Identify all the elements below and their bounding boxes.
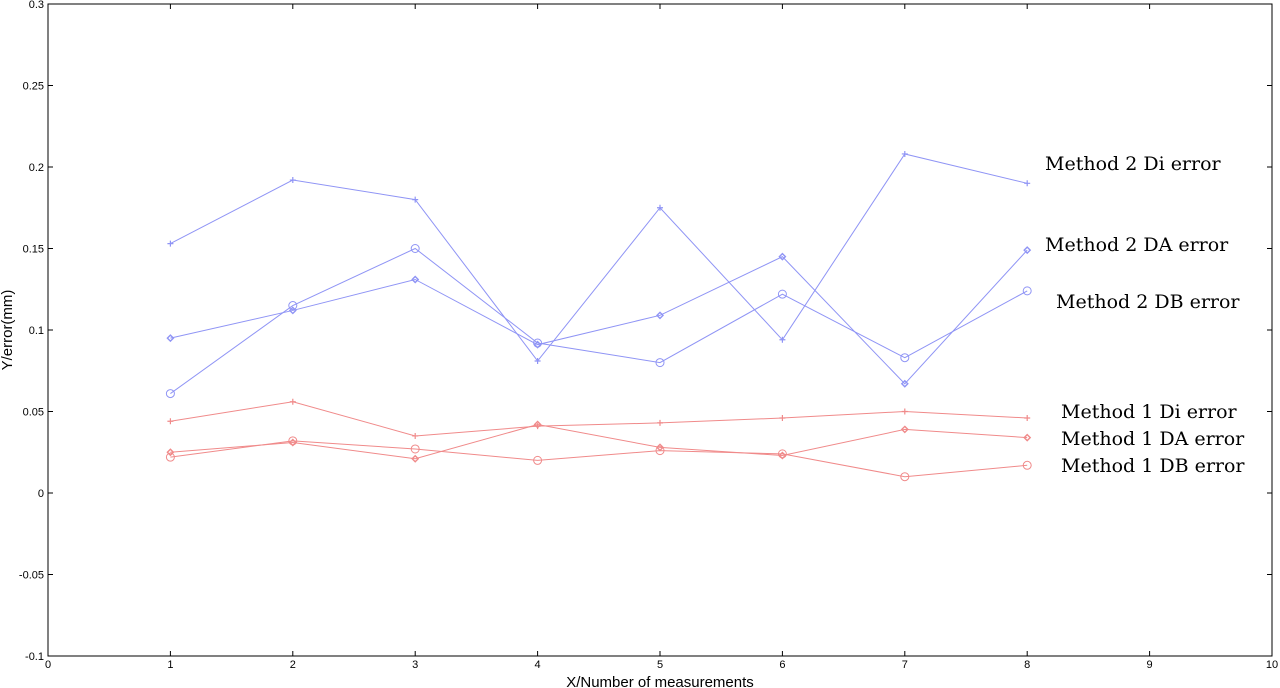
data-point <box>777 449 787 459</box>
data-point <box>1024 180 1031 187</box>
series-annotation: Method 2 DA error <box>1045 234 1229 256</box>
y-tick-label: 0.2 <box>29 162 44 174</box>
data-point <box>166 448 175 457</box>
plot-frame <box>47 3 1273 657</box>
data-point <box>412 196 419 203</box>
series-line <box>170 247 1028 394</box>
data-point <box>167 240 174 247</box>
annotations: Method 2 Di error Method 2 DA error Method… <box>1045 153 1245 477</box>
data-point <box>289 398 296 405</box>
x-tick-label: 1 <box>167 659 173 671</box>
series-line <box>170 401 1028 437</box>
data-point <box>411 275 420 284</box>
data-point <box>412 432 419 439</box>
y-tick-label: -0.05 <box>19 570 44 582</box>
series-6 <box>165 436 1032 482</box>
data-point <box>901 150 908 157</box>
data-point <box>1022 460 1032 470</box>
x-tick-label: 10 <box>1266 659 1278 671</box>
y-tick-label: 0 <box>38 488 44 500</box>
y-tick-label: 0.15 <box>23 244 44 256</box>
series-line <box>170 153 1028 362</box>
x-tick-label: 0 <box>45 659 51 671</box>
x-axis-title: X/Number of measurements <box>566 674 754 688</box>
data-point <box>656 311 664 320</box>
data-point <box>1023 246 1032 255</box>
data-point <box>410 244 420 253</box>
x-tick-label: 6 <box>779 659 785 671</box>
series-line <box>170 440 1028 478</box>
series-line <box>170 249 1028 385</box>
data-point <box>900 353 910 363</box>
data-point <box>288 301 298 311</box>
x-tick-label: 4 <box>535 659 541 671</box>
x-tick-label: 2 <box>290 659 296 671</box>
data-point <box>1024 415 1031 422</box>
data-point <box>900 472 910 482</box>
data-point <box>657 204 663 211</box>
y-tick-label: -0.1 <box>25 651 44 663</box>
data-point <box>900 425 909 434</box>
data-point <box>533 338 543 348</box>
series-annotation: Method 1 Di error <box>1061 401 1238 423</box>
y-axis-title: Y/error(mm) <box>0 290 16 371</box>
series-line <box>170 424 1028 460</box>
data-point <box>534 357 541 364</box>
data-point <box>166 334 175 343</box>
x-tick-label: 3 <box>412 659 418 671</box>
series-annotation: Method 2 Di error <box>1045 153 1222 175</box>
plot-series <box>165 150 1032 482</box>
series-1 <box>167 150 1031 364</box>
x-tick-label: 7 <box>902 659 908 671</box>
y-tick-label: 0.3 <box>29 0 44 11</box>
x-tick-label: 5 <box>657 659 663 671</box>
y-tick-label: 0.05 <box>23 407 44 419</box>
data-point <box>288 436 298 446</box>
series-2 <box>166 246 1032 388</box>
x-tick-label: 9 <box>1147 659 1153 671</box>
series-4 <box>167 398 1031 439</box>
data-point <box>657 419 663 426</box>
axes: 0 1 2 3 4 5 6 7 8 9 10 -0.1 -0.05 0 0.05 0.1 0.15 0.2 0.25… <box>19 0 1278 671</box>
data-point <box>655 446 665 456</box>
data-point <box>1023 433 1032 442</box>
data-point <box>165 389 175 399</box>
data-point <box>778 252 787 261</box>
data-point <box>411 454 420 463</box>
data-point <box>165 452 175 462</box>
data-point <box>289 177 296 184</box>
data-point <box>901 408 908 415</box>
data-point <box>533 420 542 429</box>
data-point <box>900 379 909 388</box>
data-point <box>777 289 787 299</box>
data-point <box>779 415 786 422</box>
data-point <box>410 444 420 454</box>
series-annotation: Method 1 DA error <box>1061 428 1245 450</box>
data-point <box>533 455 543 465</box>
y-tick-label: 0.25 <box>23 81 44 93</box>
series-3 <box>165 244 1032 399</box>
data-point <box>655 358 665 368</box>
y-tick-label: 0.1 <box>29 325 44 337</box>
x-tick-label: 8 <box>1024 659 1030 671</box>
series-annotation: Method 2 DB error <box>1056 291 1240 313</box>
data-point <box>1022 286 1032 296</box>
series-annotation: Method 1 DB error <box>1061 455 1245 477</box>
data-point <box>779 336 786 343</box>
data-point <box>167 418 174 425</box>
